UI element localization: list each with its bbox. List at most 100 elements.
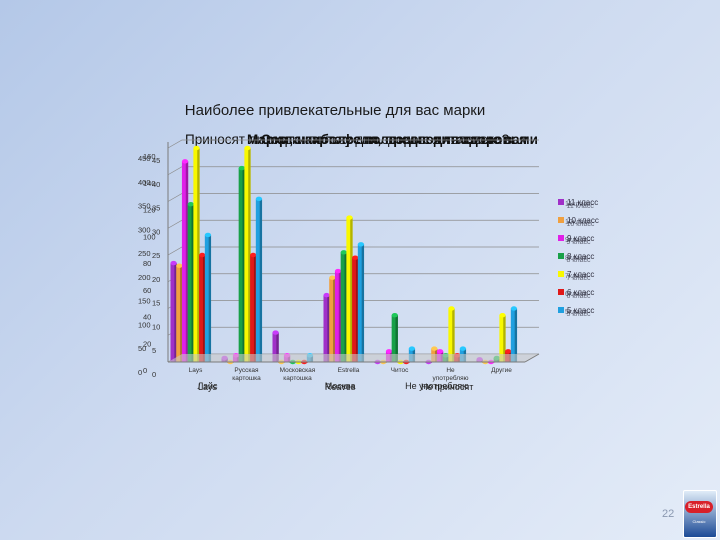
x-category-label: Lays [189,367,203,374]
legend-label: 8 класс [567,252,594,261]
legend-overlay-label: 11 класс [567,203,595,210]
x-category-label: Estrella [338,367,360,374]
bar-cap [352,255,359,260]
bar-cap [340,250,347,255]
y-tick-label: 25 [152,251,160,260]
y-tick-label: 450 [138,154,151,163]
y-tick-label: 40 [152,180,160,189]
legend-label: 9 класс [567,234,594,243]
bar-front [244,148,251,362]
bar [199,252,206,362]
x-overlay-label: Не приносят [421,382,473,392]
y-tick-label: 200 [138,273,151,282]
bar-shade [174,263,177,362]
bar-shade [185,161,189,362]
x-overlay-label: Reaves [325,382,356,392]
bar-shade [344,252,347,362]
y-tick-label: 300 [138,225,151,234]
bar-shade [361,244,365,362]
bar [272,330,279,362]
bars [170,145,518,365]
bar-front [323,295,330,362]
bar-cap [272,330,279,335]
legend-overlay-label: 7 класс [567,275,591,282]
x-category-label: Не [446,367,455,374]
bar-shade [191,204,194,362]
bar [352,255,359,362]
bar [329,275,336,362]
bar [181,159,189,362]
bar-front [250,255,257,362]
bar-shade [180,265,183,362]
bar-shade [208,234,212,362]
legend-overlay-label: 8класс [565,255,588,262]
y-tick-label: 45 [152,156,160,165]
x-category-label: Московская [280,367,316,374]
bar-front [448,308,455,362]
bar-cap [436,349,444,354]
legend-overlay-label: 6 класс [567,293,591,300]
estrella-logo: Estrella Classic [683,490,717,538]
x-category-label: Русская [234,367,259,374]
bar-front [510,308,518,362]
y-tick-label: 20 [152,275,160,284]
bar [176,263,183,362]
y-tick-label: 150 [138,297,151,306]
legend-overlay-label: 6класс [565,291,588,298]
bar-front [357,244,365,362]
x-overlay-label: Не употребляю [405,381,469,391]
legend-overlay-label: 5класс [565,309,588,316]
bar-cap [204,232,212,238]
bar-front [499,315,506,362]
legend-swatch [558,235,564,241]
bar-shade [253,255,257,362]
legend-overlay-label: 7класс [565,273,588,280]
legend-swatch [558,217,564,223]
bar-cap [408,346,416,351]
y-tick-label: 160 [143,152,156,161]
gridline [167,139,539,149]
floor-edge [524,353,540,363]
y-tick-label: 0 [138,368,142,377]
bar-shade [355,257,359,362]
bar-cap [193,145,200,151]
x-category-label: употребляю [433,374,469,382]
bar [510,306,518,362]
bar-cap [391,312,398,318]
bar-shade [248,148,251,362]
x-overlay-label: Лэйс [197,381,218,391]
y-tick-label: 80 [143,259,151,268]
legend-overlay-label: 8 класс [567,257,591,264]
y-tick-label: 40 [143,313,151,322]
x-category-label: картошка [283,375,312,382]
y-tick-label: 30 [152,227,160,236]
x-axis-labels: Lays РусскаякартошкаМосковскаякартошкаEst… [189,367,513,392]
bar [346,215,353,362]
bar [334,268,342,362]
bar-front [391,315,398,362]
bar-shade [276,332,279,362]
overlay-title: Марки, наиболее полезные для здоровья [247,132,527,147]
bar-cap [176,263,183,268]
legend-overlay-label: 11класс [565,201,591,208]
bar-cap [448,306,455,311]
y-axis-ticks: 0204060801001201401600501001502002503003… [138,152,160,379]
y-tick-label: 10 [152,322,160,331]
bar-cap [499,312,506,318]
x-category-label: Другие [491,367,512,374]
bar-cap [505,349,512,354]
bar [391,312,398,362]
y-tick-label: 100 [143,232,156,241]
legend-swatch [558,307,564,313]
bar-cap [459,346,467,351]
bar [170,260,177,362]
legend-label: 6 класс [567,288,594,297]
bar-cap [199,252,206,258]
bar-front [181,161,189,362]
y-tick-label: 400 [138,178,151,187]
gridline [167,166,539,176]
bar-cap [329,275,336,280]
x-category-label: Читос [391,367,409,374]
